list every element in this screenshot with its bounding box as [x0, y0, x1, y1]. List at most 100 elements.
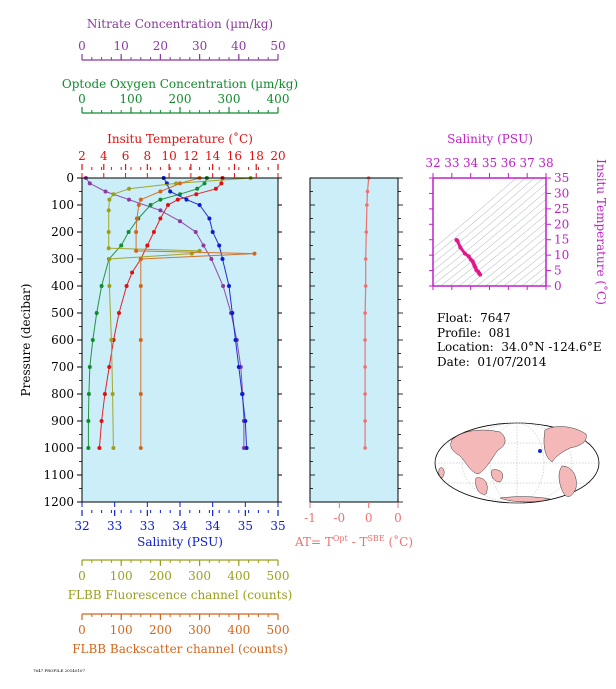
temperature-tick-label: 14 [205, 149, 221, 163]
location-row: Location: 34.0°N -124.6°E [437, 340, 602, 355]
isopycnal-line [433, 178, 526, 257]
delta-t-tick-label: -0 [333, 511, 345, 525]
temperature-axis-title: Insitu Temperature (˚C) [107, 131, 253, 146]
temperature-point [175, 197, 180, 202]
ts-temp-tick-label: 0 [554, 279, 562, 293]
date-label: Date: [437, 354, 470, 369]
ts-salinity-tick-label: 34 [463, 156, 479, 170]
oxygen-tick-label: 400 [267, 92, 290, 106]
pressure-tick-label: 300 [51, 252, 74, 266]
nitrate-tick-label: 40 [231, 39, 246, 53]
date-row: Date: 01/07/2014 [437, 355, 602, 370]
salinity-point [217, 243, 222, 248]
pressure-tick-label: 900 [51, 414, 74, 428]
temperature-point [219, 181, 224, 186]
temperature-tick-label: 6 [122, 149, 130, 163]
fluorescence-tick-label: 400 [227, 569, 250, 583]
oxygen-tick-label: 100 [120, 92, 143, 106]
location-label: Location: [437, 340, 494, 354]
ts-point [466, 254, 471, 259]
ts-temp-tick-label: 30 [554, 186, 569, 200]
fluorescence-tick-label: 500 [267, 569, 290, 583]
profile-label: Profile: [437, 325, 482, 340]
pressure-tick-label: 600 [51, 333, 74, 347]
ts-point [455, 238, 460, 243]
oxygen-tick-label: 0 [78, 92, 86, 106]
fluorescence-point [107, 257, 112, 261]
salinity-tick-label: 34 [205, 519, 221, 533]
oxygen-point [86, 419, 91, 423]
oxygen-point [126, 230, 131, 234]
float-label: Float: [437, 311, 473, 325]
delta-t-plot-background [310, 178, 398, 502]
nitrate-point [87, 181, 92, 186]
backscatter-tick-label: 0 [78, 623, 86, 637]
oxygen-point [202, 181, 207, 186]
oxygen-point [158, 197, 163, 202]
nitrate-point [209, 257, 214, 261]
backscatter-point [138, 257, 143, 261]
ts-salinity-tick-label: 32 [425, 156, 440, 170]
ts-point [463, 251, 467, 256]
fluorescence-point [109, 338, 114, 342]
salinity-point [240, 392, 245, 396]
delta-t-line [364, 177, 370, 448]
salinity-point [243, 419, 248, 423]
delta-t-point [363, 419, 367, 423]
delta-t-point [363, 446, 367, 450]
oxygen-point [87, 365, 92, 369]
ts-temperature-axis-title: Insitu Temperature (˚C) [594, 159, 609, 305]
ts-salinity-tick-label: 38 [538, 156, 553, 170]
pressure-tick-label: 0 [66, 171, 74, 185]
isopycnal-line [485, 237, 546, 286]
nitrate-axis-title: Nitrate Concentration (µm/kg) [87, 17, 273, 31]
delta-t-point [364, 230, 369, 234]
nitrate-tick-label: 30 [192, 39, 207, 53]
oxygen-point [119, 243, 124, 248]
fluorescence-point [107, 197, 112, 202]
temperature-point [194, 192, 199, 197]
pressure-axis-title: Pressure (decibar) [19, 284, 33, 397]
ts-temp-tick-label: 5 [554, 264, 562, 278]
salinity-point [233, 338, 238, 342]
ts-diagram-title: Salinity (PSU) [447, 132, 533, 146]
nitrate-point [178, 219, 182, 224]
salinity-point [227, 284, 231, 288]
pressure-tick-label: 400 [51, 279, 74, 293]
temperature-profile-line [98, 177, 223, 449]
temperature-point [158, 216, 163, 221]
fluorescence-tick-label: 200 [149, 569, 172, 583]
backscatter-point [134, 230, 139, 234]
backscatter-point [158, 189, 163, 194]
delta-t-point [363, 284, 368, 288]
salinity-point [230, 311, 235, 315]
date-value: 01/07/2014 [477, 354, 547, 369]
backscatter-point [134, 216, 139, 221]
delta-t-tick-label: 0 [365, 511, 373, 525]
pressure-tick-label: 200 [51, 225, 74, 239]
isopycnal-line [458, 214, 546, 286]
temperature-point [97, 446, 102, 450]
ts-isopycnals [433, 178, 546, 286]
delta-t-point [365, 203, 369, 207]
fluorescence-point [107, 284, 112, 288]
backscatter-point [252, 251, 257, 256]
salinity-axis-title: Salinity (PSU) [137, 535, 223, 549]
isopycnal-line [433, 178, 535, 264]
temperature-point [213, 186, 218, 191]
ts-point [458, 245, 463, 250]
ts-point [478, 272, 483, 277]
nitrate-point [103, 189, 108, 194]
backscatter-point [136, 203, 141, 207]
salinity-point [207, 216, 212, 221]
salinity-tick-label: 33 [107, 519, 122, 533]
delta-t-point [363, 392, 367, 396]
temperature-tick-label: 12 [183, 149, 198, 163]
salinity-point [210, 230, 215, 234]
backscatter-tick-label: 200 [149, 623, 172, 637]
backscatter-point [138, 338, 143, 342]
salinity-point [236, 365, 241, 369]
backscatter-point [134, 248, 139, 253]
pressure-tick-label: 800 [51, 387, 74, 401]
delta-t-point [363, 365, 367, 369]
